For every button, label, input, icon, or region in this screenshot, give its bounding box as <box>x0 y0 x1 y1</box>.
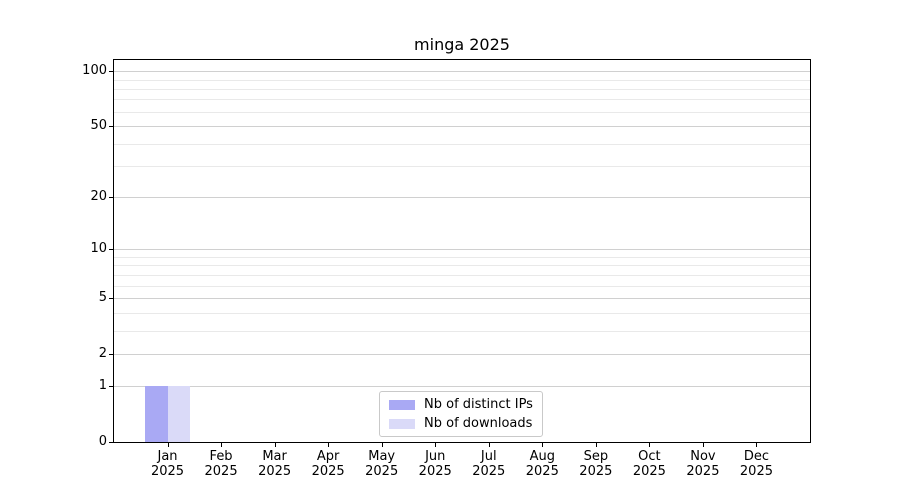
y-tick-mark <box>109 353 113 355</box>
y-tick-mark <box>109 197 113 199</box>
y-tick-mark <box>109 386 113 388</box>
x-tick-month: Mar <box>262 449 287 464</box>
y-tick-label: 100 <box>82 63 107 79</box>
gridline-major <box>114 298 810 299</box>
y-tick-label: 0 <box>98 434 107 449</box>
x-tick-label: Oct 2025 <box>619 449 679 479</box>
x-tick-mark <box>328 443 330 447</box>
gridline-minor <box>114 312 810 314</box>
legend-swatch-nb-of-downloads <box>389 418 415 429</box>
x-tick-year: 2025 <box>525 464 559 479</box>
y-tick-label: 2 <box>98 345 107 361</box>
legend-label: Nb of downloads <box>424 416 533 431</box>
x-tick-year: 2025 <box>686 464 720 479</box>
x-tick-year: 2025 <box>365 464 399 479</box>
y-tick-label: 10 <box>90 241 107 257</box>
x-tick-year: 2025 <box>472 464 506 479</box>
x-tick-mark <box>274 443 276 447</box>
legend-item: Nb of distinct IPs <box>389 396 533 413</box>
gridline-major <box>114 386 810 388</box>
plot-area <box>113 59 811 443</box>
x-tick-label: Dec 2025 <box>726 449 786 479</box>
x-tick-month: Dec <box>743 449 770 464</box>
y-tick-label: 1 <box>98 378 107 394</box>
x-tick-mark <box>649 443 651 447</box>
x-tick-year: 2025 <box>739 464 773 479</box>
x-tick-label: Aug 2025 <box>512 449 572 479</box>
gridline-minor <box>114 265 810 267</box>
x-tick-mark <box>381 443 383 447</box>
legend: Nb of distinct IPs Nb of downloads <box>379 391 543 437</box>
gridline-major <box>114 126 810 128</box>
x-tick-mark <box>702 443 704 447</box>
x-tick-year: 2025 <box>311 464 345 479</box>
y-tick-mark <box>109 249 113 251</box>
gridline-minor <box>114 285 810 287</box>
gridline-minor <box>114 111 810 113</box>
chart-title: minga 2025 <box>414 35 510 54</box>
gridline-minor <box>114 88 810 90</box>
x-tick-label: Jun 2025 <box>405 449 465 479</box>
x-tick-year: 2025 <box>632 464 666 479</box>
x-tick-year: 2025 <box>579 464 613 479</box>
x-tick-month: Nov <box>690 449 716 464</box>
y-tick-mark <box>109 71 113 73</box>
bar-nb-of-distinct-ips <box>145 386 168 442</box>
x-tick-label: Jul 2025 <box>459 449 519 479</box>
x-tick-mark <box>167 443 169 447</box>
x-tick-mark <box>756 443 758 447</box>
gridline-minor <box>114 99 810 101</box>
y-tick-label: 20 <box>90 189 107 205</box>
x-tick-month: Sep <box>583 449 609 464</box>
x-tick-month: Jul <box>480 449 497 464</box>
gridline-minor <box>114 143 810 145</box>
x-tick-month: Feb <box>209 449 233 464</box>
legend-item: Nb of downloads <box>389 415 533 432</box>
x-tick-label: Nov 2025 <box>673 449 733 479</box>
x-tick-year: 2025 <box>258 464 292 479</box>
x-tick-mark <box>595 443 597 447</box>
gridline-major <box>114 249 810 251</box>
x-tick-month: Oct <box>638 449 661 464</box>
gridline-minor <box>114 79 810 81</box>
x-tick-label: Feb 2025 <box>191 449 251 479</box>
gridline-minor <box>114 166 810 168</box>
x-tick-label: Sep 2025 <box>566 449 626 479</box>
y-tick-mark <box>109 126 113 128</box>
x-tick-year: 2025 <box>418 464 452 479</box>
y-tick-mark <box>109 298 113 299</box>
x-tick-label: May 2025 <box>352 449 412 479</box>
bar-nb-of-downloads <box>167 386 191 442</box>
legend-label: Nb of distinct IPs <box>424 397 533 412</box>
x-tick-label: Mar 2025 <box>245 449 305 479</box>
x-tick-month: May <box>368 449 396 464</box>
y-tick-label: 5 <box>98 290 107 305</box>
x-tick-mark <box>221 443 223 447</box>
gridline-minor <box>114 330 810 332</box>
gridline-minor <box>114 274 810 276</box>
gridline-major <box>114 197 810 199</box>
x-tick-label: Jan 2025 <box>138 449 198 479</box>
x-tick-month: Jan <box>157 449 178 464</box>
legend-swatch-nb-of-distinct-ips <box>389 399 415 410</box>
x-tick-mark <box>488 443 490 447</box>
gridline-minor <box>114 256 810 258</box>
x-tick-mark <box>542 443 544 447</box>
gridline-major <box>114 353 810 355</box>
y-tick-label: 50 <box>90 118 107 134</box>
x-tick-month: Aug <box>529 449 555 464</box>
gridline-major <box>114 71 810 73</box>
x-tick-label: Apr 2025 <box>298 449 358 479</box>
x-tick-mark <box>435 443 437 447</box>
x-tick-year: 2025 <box>150 464 185 479</box>
x-tick-month: Jun <box>425 449 446 464</box>
x-tick-month: Apr <box>316 449 340 464</box>
x-tick-year: 2025 <box>204 464 238 479</box>
y-tick-mark <box>109 442 113 443</box>
